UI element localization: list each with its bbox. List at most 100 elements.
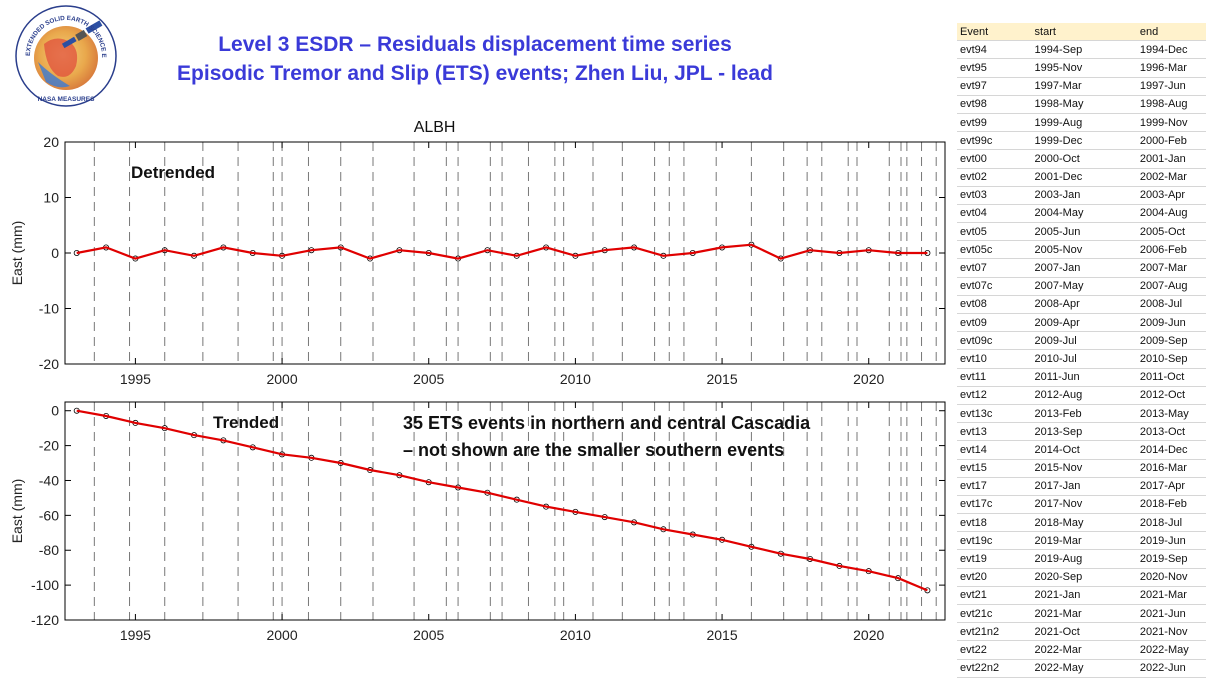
- table-row: evt21c 2021-Mar 2021-Jun: [957, 604, 1206, 624]
- table-row: evt22 2022-Mar 2022-May: [957, 640, 1206, 660]
- table-row: evt95 1995-Nov 1996-Mar: [957, 58, 1206, 78]
- header-event: Event: [957, 23, 1032, 42]
- cell-end: 2013-May: [1136, 404, 1206, 424]
- cell-event: evt97: [957, 77, 1032, 96]
- trended-chart: 1995 2000 2005 2010 2015 2020 -120 -100 -80 -60 -4…: [9, 401, 946, 643]
- cell-end: 2012-Oct: [1136, 386, 1206, 405]
- table-row: evt98 1998-May 1998-Aug: [957, 95, 1206, 114]
- y-tick-label: -100: [31, 577, 59, 593]
- table-row: evt09 2009-Apr 2009-Jun: [957, 313, 1206, 333]
- table-row: evt05c 2005-Nov 2006-Feb: [957, 240, 1206, 260]
- y-tick-label: -120: [31, 612, 59, 628]
- cell-end: 2005-Oct: [1136, 222, 1206, 242]
- table-row: evt03 2003-Jan 2003-Apr: [957, 186, 1206, 205]
- cell-event: evt00: [957, 149, 1032, 169]
- cell-start: 2007-May: [1031, 277, 1137, 296]
- cell-event: evt07: [957, 258, 1032, 278]
- table-row: evt21n2 2021-Oct 2021-Nov: [957, 622, 1206, 642]
- cell-end: 2014-Dec: [1136, 440, 1206, 460]
- cell-end: 2021-Jun: [1136, 604, 1206, 624]
- ets-events-table: Event start end evt94 1994-Sep 1994-Dec evt…: [957, 23, 1206, 678]
- cell-start: 2017-Nov: [1031, 495, 1137, 515]
- cell-start: 1999-Dec: [1031, 131, 1137, 151]
- cell-end: 2007-Aug: [1136, 277, 1206, 296]
- cell-end: 2011-Oct: [1136, 368, 1206, 387]
- cell-start: 2007-Jan: [1031, 258, 1137, 278]
- panel-label: Detrended: [131, 163, 215, 182]
- cell-start: 2021-Oct: [1031, 622, 1137, 642]
- table-row: evt14 2014-Oct 2014-Dec: [957, 440, 1206, 460]
- x-tick-label: 2000: [266, 627, 297, 643]
- cell-event: evt17: [957, 477, 1032, 496]
- cell-end: 2018-Jul: [1136, 513, 1206, 533]
- cell-event: evt09: [957, 313, 1032, 333]
- satellite-icon: [61, 20, 103, 49]
- cell-event: evt21c: [957, 604, 1032, 624]
- x-tick-label: 2010: [560, 371, 591, 387]
- table-row: evt13 2013-Sep 2013-Oct: [957, 422, 1206, 442]
- y-tick-label: -60: [39, 507, 59, 523]
- detrended-chart: 1995 2000 2005 2010 2015 2020 -20 -10 0 10 20 East …: [9, 119, 946, 387]
- cell-end: 2007-Mar: [1136, 258, 1206, 278]
- cell-event: evt99c: [957, 131, 1032, 151]
- cell-start: 2008-Apr: [1031, 295, 1137, 315]
- table-row: evt99c 1999-Dec 2000-Feb: [957, 131, 1206, 151]
- y-tick-label: 0: [51, 403, 59, 419]
- cell-start: 2017-Jan: [1031, 477, 1137, 496]
- panel-label: Trended: [213, 413, 279, 432]
- cell-start: 2009-Jul: [1031, 331, 1137, 351]
- table-row: evt13c 2013-Feb 2013-May: [957, 404, 1206, 424]
- cell-start: 2014-Oct: [1031, 440, 1137, 460]
- table-row: evt17c 2017-Nov 2018-Feb: [957, 495, 1206, 515]
- annotation-line: 35 ETS events in northern and central Ca…: [403, 413, 811, 433]
- cell-start: 2005-Nov: [1031, 240, 1137, 260]
- x-tick-label: 2020: [853, 371, 884, 387]
- x-tick-label: 2020: [853, 627, 884, 643]
- table-row: evt18 2018-May 2018-Jul: [957, 513, 1206, 533]
- cell-event: evt17c: [957, 495, 1032, 515]
- cell-event: evt13: [957, 422, 1032, 442]
- table-row: evt99 1999-Aug 1999-Nov: [957, 113, 1206, 133]
- cell-end: 1997-Jun: [1136, 77, 1206, 96]
- x-tick-label: 2015: [706, 627, 737, 643]
- cell-event: evt21n2: [957, 622, 1032, 642]
- cell-end: 2021-Nov: [1136, 622, 1206, 642]
- table-row: evt10 2010-Jul 2010-Sep: [957, 349, 1206, 369]
- cell-start: 1997-Mar: [1031, 77, 1137, 96]
- cell-end: 2020-Nov: [1136, 568, 1206, 587]
- y-axis-label: East (mm): [9, 479, 25, 544]
- cell-start: 2019-Aug: [1031, 549, 1137, 569]
- esdr-logo: EXTENDED SOLID EARTH SCIENCE ESDR SYSTEM…: [14, 4, 117, 107]
- cell-event: evt99: [957, 113, 1032, 133]
- cell-end: 2000-Feb: [1136, 131, 1206, 151]
- cell-event: evt22n2: [957, 659, 1032, 678]
- table-row: evt00 2000-Oct 2001-Jan: [957, 149, 1206, 169]
- model-fit-line: [76, 243, 928, 260]
- table-row: evt08 2008-Apr 2008-Jul: [957, 295, 1206, 315]
- cell-end: 2022-May: [1136, 640, 1206, 660]
- cell-event: evt12: [957, 386, 1032, 405]
- cell-start: 2005-Jun: [1031, 222, 1137, 242]
- cell-start: 2020-Sep: [1031, 568, 1137, 587]
- title-line-2: Episodic Tremor and Slip (ETS) events; Z…: [177, 62, 773, 85]
- cell-event: evt08: [957, 295, 1032, 315]
- cell-end: 2006-Feb: [1136, 240, 1206, 260]
- cell-event: evt15: [957, 459, 1032, 478]
- cell-start: 2013-Sep: [1031, 422, 1137, 442]
- table-row: evt12 2012-Aug 2012-Oct: [957, 386, 1206, 405]
- cell-event: evt21: [957, 586, 1032, 606]
- table-row: evt02 2001-Dec 2002-Mar: [957, 168, 1206, 187]
- table-row: evt19c 2019-Mar 2019-Jun: [957, 531, 1206, 551]
- cell-end: 2022-Jun: [1136, 659, 1206, 678]
- cell-end: 2017-Apr: [1136, 477, 1206, 496]
- y-tick-label: 0: [51, 245, 59, 261]
- cell-event: evt07c: [957, 277, 1032, 296]
- cell-end: 1999-Nov: [1136, 113, 1206, 133]
- y-axis-label: East (mm): [9, 221, 25, 286]
- table-row: evt11 2011-Jun 2011-Oct: [957, 368, 1206, 387]
- y-tick-label: -80: [39, 542, 59, 558]
- table-row: evt21 2021-Jan 2021-Mar: [957, 586, 1206, 606]
- table-row: evt17 2017-Jan 2017-Apr: [957, 477, 1206, 496]
- cell-end: 2019-Sep: [1136, 549, 1206, 569]
- y-tick-label: -40: [39, 472, 59, 488]
